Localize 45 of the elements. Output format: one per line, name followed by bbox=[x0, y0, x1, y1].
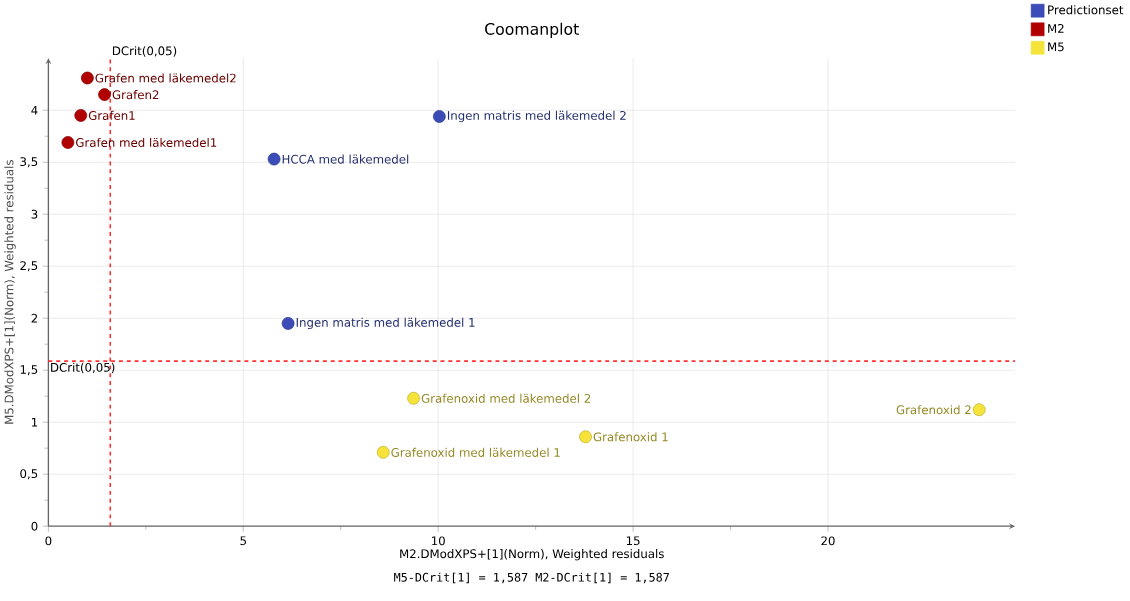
point bbox=[81, 71, 94, 85]
annotation: Grafen1 bbox=[88, 111, 135, 121]
text: M5-DCrit[1] = 1,587 M2-DCrit[1] = 1,587 bbox=[394, 572, 669, 584]
point bbox=[972, 403, 986, 417]
x-tick-label: 10 bbox=[431, 536, 445, 546]
y-axis-title: M5.DModXPS+[1](Norm), Weighted residuals bbox=[4, 160, 16, 424]
x-axis-title: M2.DModXPS+[1](Norm), Weighted residuals bbox=[400, 549, 664, 561]
ref-line-label: DCrit(0,05) bbox=[51, 362, 115, 374]
point bbox=[281, 317, 295, 330]
annotation: Grafen2 bbox=[112, 90, 159, 100]
point bbox=[61, 136, 75, 149]
y-tick-label: 2,5 bbox=[20, 261, 38, 272]
ref-line-label: DCrit(0,05) bbox=[112, 46, 177, 57]
annotation: Ingen matris med läkemedel 2 bbox=[447, 110, 626, 123]
y-tick-label: 2 bbox=[31, 313, 38, 323]
point bbox=[579, 430, 592, 444]
y-tick-label: 4 bbox=[31, 106, 38, 115]
annotation: Grafen med läkemedel2 bbox=[95, 73, 236, 83]
x-tick-label: 0 bbox=[45, 536, 52, 546]
y-tick-label: 3 bbox=[31, 209, 38, 219]
y-tick-label: 1,5 bbox=[20, 365, 38, 376]
chart-title: Coomanplot bbox=[485, 22, 579, 39]
x-tick-label: 5 bbox=[240, 536, 247, 546]
point bbox=[407, 392, 420, 405]
legend-label: M5 bbox=[1048, 42, 1064, 52]
x-tick-label: 15 bbox=[626, 536, 640, 546]
legend-label: M2 bbox=[1048, 24, 1064, 33]
annotation: Grafen med läkemedel1 bbox=[76, 138, 217, 148]
annotation: Grafenoxid 2 bbox=[896, 405, 971, 415]
annotation: Ingen matris med läkemedel 1 bbox=[296, 317, 475, 330]
point bbox=[74, 109, 88, 122]
point bbox=[376, 446, 390, 459]
y-tick-label: 3,5 bbox=[20, 157, 38, 168]
y-tick-label: 1 bbox=[32, 418, 38, 427]
point bbox=[433, 110, 446, 123]
annotation: HCCA med läkemedel bbox=[282, 154, 409, 164]
annotation: Grafenoxid 1 bbox=[593, 432, 668, 442]
annotation: Grafenoxid med läkemedel 1 bbox=[391, 447, 560, 458]
annotation: Grafenoxid med läkemedel 2 bbox=[421, 393, 591, 403]
x-tick-label: 20 bbox=[821, 536, 835, 546]
point bbox=[267, 152, 281, 166]
point bbox=[98, 88, 111, 102]
y-tick-label: 0 bbox=[31, 521, 38, 531]
legend-label: Predictionset bbox=[1048, 5, 1124, 15]
y-tick-label: 0,5 bbox=[20, 469, 38, 480]
